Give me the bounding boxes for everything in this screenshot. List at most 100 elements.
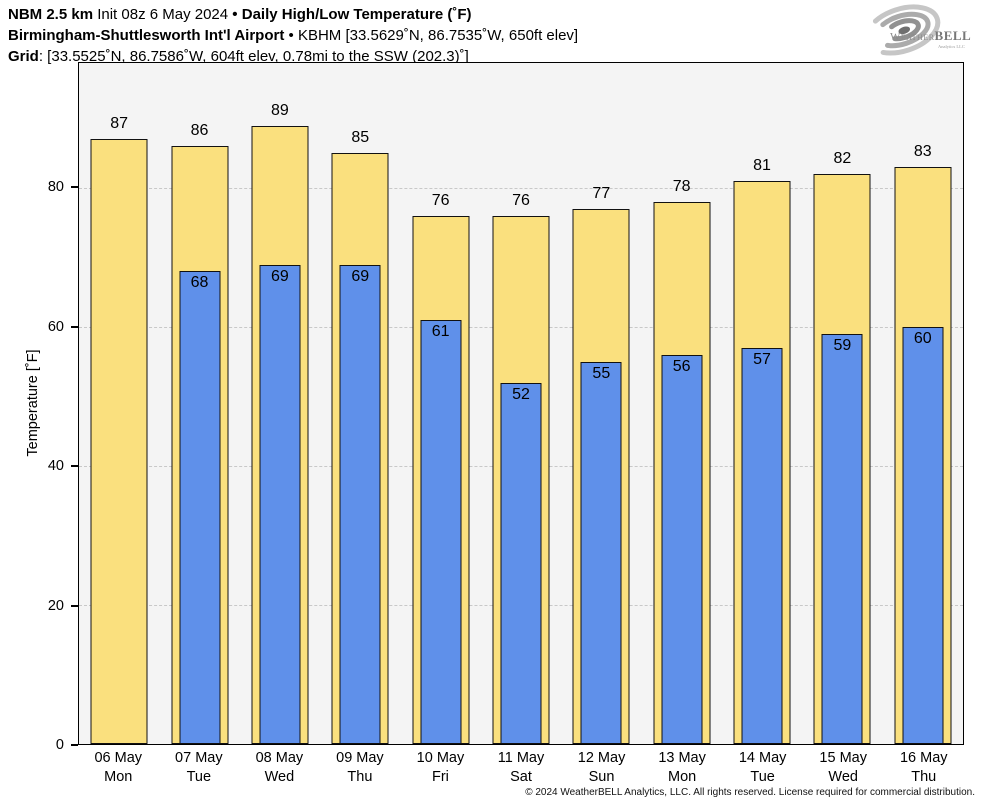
y-tick-mark-0: [71, 744, 78, 746]
x-tick-weekday: Fri: [432, 769, 449, 785]
logo-text-bell: BELL: [935, 28, 972, 43]
high-temp-value: 76: [512, 191, 530, 209]
x-tick-weekday: Sat: [510, 769, 532, 785]
bar-slot-09-may: 85 69: [320, 63, 400, 744]
low-temp-bar: 55: [580, 361, 622, 744]
x-tick-label-06-may: 06 May Mon: [78, 749, 159, 787]
x-tick-weekday: Tue: [750, 769, 775, 785]
y-tick-mark-60: [71, 325, 78, 328]
low-temp-bar: 57: [741, 347, 783, 744]
y-tick-mark-40: [71, 465, 78, 468]
high-temp-value: 86: [190, 122, 209, 140]
low-temp-value: 69: [270, 267, 289, 285]
x-tick-date: 06 May: [94, 750, 143, 766]
high-temp-value: 89: [270, 101, 289, 119]
bar-slot-07-may: 86 68: [159, 63, 239, 744]
x-tick-label-11-may: 11 May Sat: [481, 749, 562, 787]
x-tick-label-07-may: 07 May Tue: [159, 749, 240, 787]
hurricane-swirl-icon: WeatherBELL Analytics LLC: [863, 4, 971, 56]
x-tick-label-14-may: 14 May Tue: [722, 749, 803, 787]
bar-slot-08-may: 89 69: [240, 63, 320, 744]
bars-layer: 87 86 68 89 69 85 69 76 61 76 52 77 55 78 56 81 57 82 59 83…: [79, 63, 963, 744]
y-tick-label-60: 60: [47, 318, 64, 335]
logo-text-weather: Weather: [890, 31, 935, 43]
low-temp-bar: 69: [259, 264, 301, 744]
model-name: NBM 2.5 km: [8, 6, 94, 23]
header-line-3: Grid: [33.5525˚N, 86.7586˚W, 604ft elev,…: [8, 46, 578, 67]
x-tick-label-12-may: 12 May Sun: [561, 749, 642, 787]
y-tick-mark-20: [71, 604, 78, 607]
station-name: Birmingham-Shuttlesworth Intʹl Airport: [8, 27, 285, 44]
low-temp-bar: 56: [661, 354, 703, 744]
bar-slot-06-may: 87: [79, 63, 159, 744]
low-temp-value: 56: [672, 357, 691, 375]
bar-slot-14-may: 81 57: [722, 63, 802, 744]
grid-details: : [33.5525˚N, 86.7586˚W, 604ft elev, 0.7…: [38, 48, 469, 65]
high-temp-value: 85: [351, 129, 370, 147]
x-tick-weekday: Mon: [667, 769, 697, 785]
high-temp-value: 82: [833, 150, 852, 168]
bar-slot-12-may: 77 55: [561, 63, 641, 744]
x-tick-weekday: Wed: [264, 769, 295, 785]
x-tick-date: 10 May: [416, 750, 465, 766]
x-tick-date: 07 May: [175, 750, 223, 766]
header-line-1: NBM 2.5 km Init 08z 6 May 2024 • Daily H…: [8, 4, 578, 25]
plot-area: 87 86 68 89 69 85 69 76 61 76 52 77 55 78 56 81 57 82 59 83…: [78, 62, 964, 745]
bar-slot-15-may: 82 59: [802, 63, 882, 744]
x-tick-label-16-may: 16 May Thu: [883, 749, 964, 787]
x-tick-date: 15 May: [819, 750, 867, 766]
bar-slot-10-may: 76 61: [400, 63, 480, 744]
bar-slot-16-may: 83 60: [883, 63, 963, 744]
low-temp-value: 57: [753, 350, 771, 368]
x-tick-label-10-may: 10 May Fri: [400, 749, 481, 787]
low-temp-value: 68: [190, 274, 209, 292]
x-tick-weekday: Thu: [347, 769, 373, 785]
x-tick-label-15-may: 15 May Wed: [803, 749, 884, 787]
y-tick-label-0: 0: [55, 737, 64, 753]
low-temp-value: 59: [833, 337, 852, 355]
low-temp-bar: 59: [821, 334, 863, 744]
y-tick-label-20: 20: [47, 597, 64, 614]
high-temp-bar: 87: [90, 115, 148, 744]
low-temp-value: 55: [592, 364, 611, 382]
bar-slot-13-may: 78 56: [642, 63, 722, 744]
weatherbell-logo: WeatherBELL Analytics LLC: [860, 2, 978, 58]
gridline-80: [79, 188, 963, 190]
high-temp-value: 87: [110, 115, 129, 133]
bullet-separator: •: [288, 27, 294, 44]
grid-label: Grid: [8, 48, 39, 65]
svg-text:WeatherBELL: WeatherBELL: [890, 28, 971, 43]
init-time: Init 08z 6 May 2024: [97, 6, 229, 23]
low-temp-bar: 68: [179, 271, 221, 744]
low-temp-value: 60: [913, 330, 932, 348]
station-details: KBHM [33.5629˚N, 86.7535˚W, 650ft elev]: [297, 27, 579, 44]
x-tick-date: 16 May: [899, 750, 948, 766]
y-axis: 0 20 40 60 80: [0, 62, 78, 753]
y-tick-label-80: 80: [47, 179, 64, 196]
x-tick-weekday: Tue: [186, 769, 212, 785]
x-tick-weekday: Mon: [104, 769, 133, 785]
low-temp-value: 61: [431, 323, 450, 341]
x-tick-weekday: Thu: [911, 769, 937, 785]
low-temp-bar: 60: [902, 327, 944, 744]
y-tick-label-40: 40: [47, 458, 64, 475]
low-temp-bar: 61: [420, 320, 462, 744]
x-tick-weekday: Sun: [588, 769, 615, 785]
low-temp-bar: 52: [500, 382, 542, 744]
x-tick-weekday: Wed: [828, 769, 858, 785]
x-tick-label-13-may: 13 May Mon: [642, 749, 723, 787]
high-temp-value: 76: [431, 191, 450, 209]
x-tick-date: 11 May: [497, 750, 545, 766]
header-line-2: Birmingham-Shuttlesworth Intʹl Airport •…: [8, 25, 578, 46]
x-tick-label-08-may: 08 May Wed: [239, 749, 320, 787]
high-temp-value: 83: [913, 143, 932, 161]
high-temp-value: 78: [672, 177, 691, 195]
x-tick-label-09-may: 09 May Thu: [320, 749, 401, 787]
x-tick-date: 08 May: [255, 750, 304, 766]
x-tick-date: 14 May: [738, 750, 787, 766]
x-tick-date: 12 May: [577, 750, 626, 766]
x-tick-date: 09 May: [336, 750, 384, 766]
high-temp-value: 77: [592, 184, 611, 202]
low-temp-value: 52: [512, 385, 530, 403]
